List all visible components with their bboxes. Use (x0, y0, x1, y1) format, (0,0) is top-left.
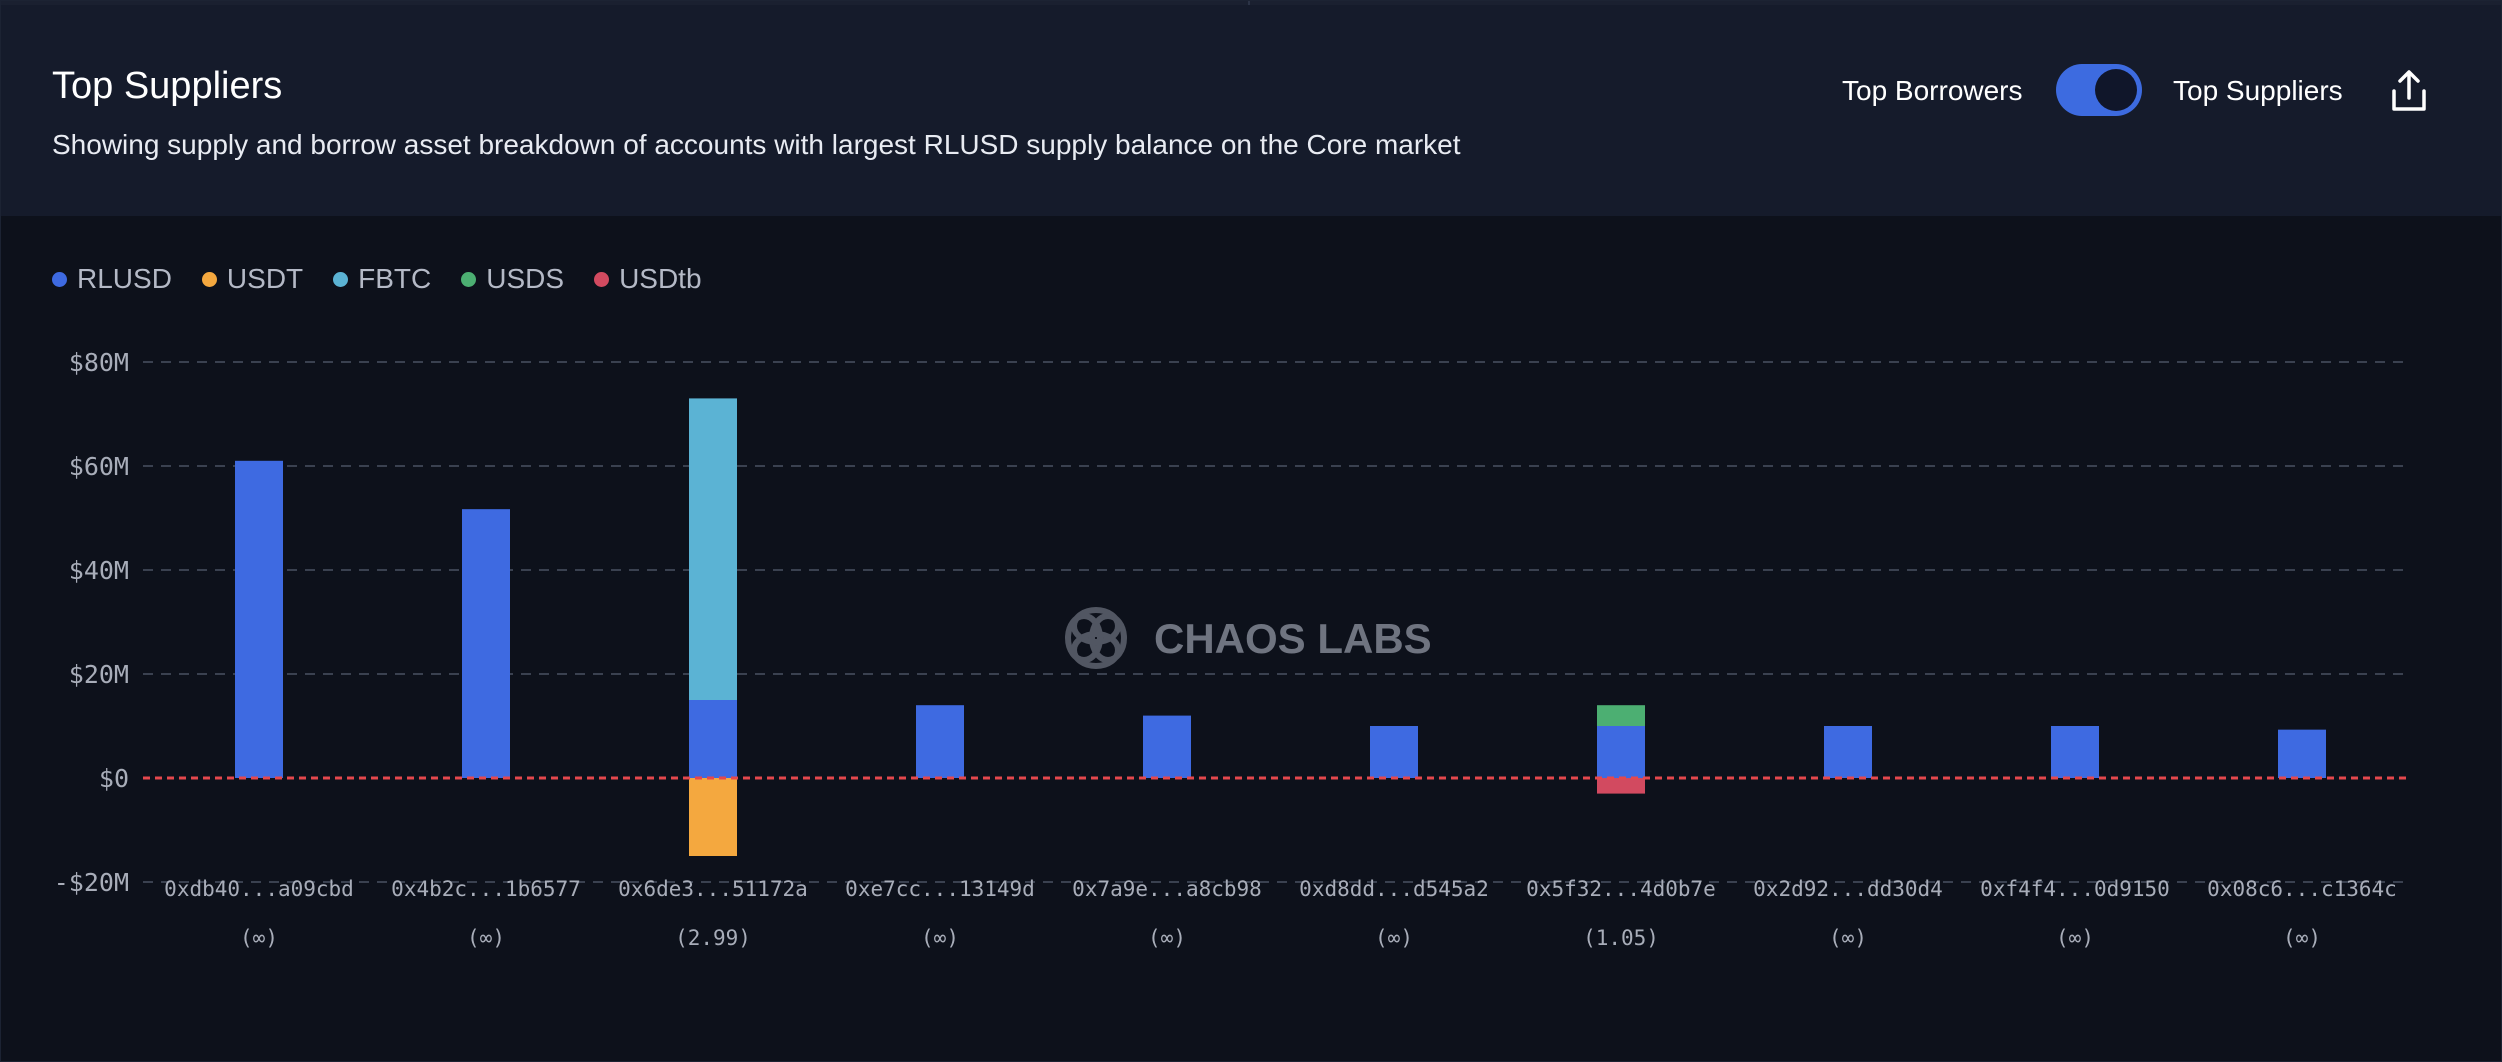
x-sub-label: (∞) (467, 926, 505, 950)
x-sub-label: (∞) (1829, 926, 1867, 950)
x-sub-label: (∞) (921, 926, 959, 950)
legend-dot-icon (333, 271, 349, 287)
y-tick-label: $80M (69, 348, 129, 377)
x-tick-label: 0x6de3...51172a (618, 877, 808, 901)
y-tick-label: $20M (69, 660, 129, 689)
legend-label: FBTC (358, 263, 432, 294)
bar-rlusd-6 (1370, 726, 1418, 778)
y-tick-label: -$20M (54, 868, 129, 897)
bar-usds-7 (1597, 705, 1645, 726)
legend-label: USDT (226, 263, 304, 294)
x-tick-label: 0xf4f4...0d9150 (1980, 877, 2170, 901)
bar-rlusd-4 (916, 705, 964, 778)
legend-dot-icon (594, 271, 610, 287)
legend-item-usds[interactable]: USDS (461, 263, 564, 295)
bar-rlusd-9 (2051, 726, 2099, 778)
x-tick-label: 0x08c6...c1364c (2207, 877, 2397, 901)
x-sub-label: (∞) (2283, 926, 2321, 950)
toggle-label-top-suppliers[interactable]: Top Suppliers (2173, 75, 2343, 106)
page-subtitle: Showing supply and borrow asset breakdow… (52, 129, 1461, 160)
bar-rlusd-2 (462, 509, 510, 778)
x-sub-label: (∞) (240, 926, 278, 950)
watermark-text: CHAOS LABS (1154, 615, 1432, 662)
toggle-knob (2095, 69, 2137, 111)
x-tick-label: 0xd8dd...d545a2 (1299, 877, 1489, 901)
page-title: Top Suppliers (52, 65, 283, 107)
y-tick-label: $60M (69, 452, 129, 481)
legend-label: RLUSD (77, 263, 172, 294)
bar-rlusd-3 (689, 700, 737, 778)
x-tick-label: 0x2d92...dd30d4 (1753, 877, 1943, 901)
legend-item-rlusd[interactable]: RLUSD (52, 263, 172, 295)
bar-rlusd-8 (1824, 726, 1872, 778)
legend-label: USDtb (619, 263, 702, 294)
legend-label: USDS (486, 263, 565, 294)
top-divider-tick (1248, 1, 1250, 5)
bar-rlusd-5 (1143, 715, 1191, 778)
top-divider (1, 1, 2501, 5)
legend-dot-icon (52, 271, 67, 287)
legend-dot-icon (201, 271, 217, 287)
legend-dot-icon (461, 271, 477, 287)
chart-area: $80M $60M $40M $20M $0 -$20M CHAOS LABS 0xdb40.… (54, 348, 2411, 950)
x-sub-label: (∞) (1375, 926, 1413, 950)
chaos-labs-logo-icon (1065, 607, 1127, 669)
bar-rlusd-7 (1597, 726, 1645, 778)
bar-usdt-3 (689, 778, 737, 856)
card-header: Top Suppliers Showing supply and borrow … (1, 1, 2501, 216)
legend-item-usdtb[interactable]: USDtb (594, 263, 702, 295)
y-tick-label: $40M (69, 556, 129, 585)
borrowers-suppliers-toggle[interactable] (2056, 64, 2142, 116)
x-sub-label: (2.99) (675, 926, 751, 950)
x-sub-label: (∞) (2056, 926, 2094, 950)
x-tick-label: 0x7a9e...a8cb98 (1072, 877, 1262, 901)
chart-legend: RLUSD USDT FBTC USDS USDtb (52, 259, 732, 299)
bar-rlusd-1 (235, 460, 283, 778)
bar-fbtc-3 (689, 398, 737, 700)
x-tick-label: 0xdb40...a09cbd (164, 877, 354, 901)
x-sub-label: (1.05) (1583, 926, 1659, 950)
x-tick-label: 0xe7cc...13149d (845, 877, 1035, 901)
bar-usdtb-7 (1597, 778, 1645, 794)
x-tick-label: 0x4b2c...1b6577 (391, 877, 581, 901)
legend-item-usdt[interactable]: USDT (201, 263, 304, 295)
bar-rlusd-10 (2278, 729, 2326, 778)
y-tick-label: $0 (99, 764, 129, 793)
legend-item-fbtc[interactable]: FBTC (333, 263, 431, 295)
x-sub-label: (∞) (1148, 926, 1186, 950)
toggle-label-top-borrowers[interactable]: Top Borrowers (1842, 75, 2023, 106)
x-tick-label: 0x5f32...4d0b7e (1526, 877, 1716, 901)
share-export-icon[interactable] (2384, 67, 2434, 117)
